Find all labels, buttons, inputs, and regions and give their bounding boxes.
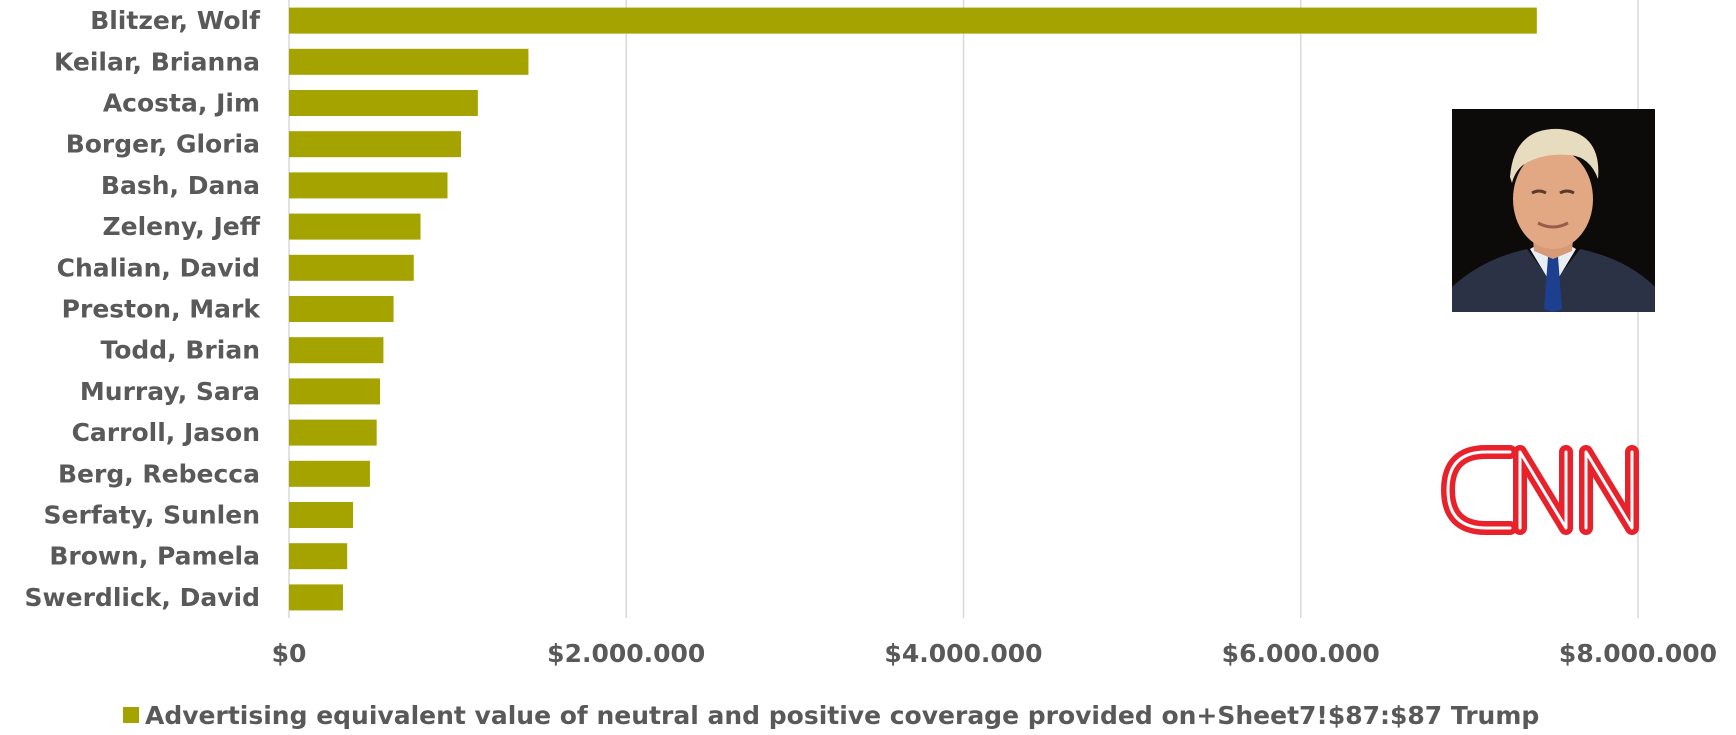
bar — [289, 90, 478, 116]
legend: Advertising equivalent value of neutral … — [123, 699, 1539, 731]
category-label: Berg, Rebecca — [58, 459, 260, 488]
bar — [289, 296, 394, 322]
x-tick-label: $0 — [272, 639, 307, 668]
category-label: Swerdlick, David — [25, 583, 260, 612]
bar — [289, 48, 529, 75]
x-tick-label: $4.000.000 — [884, 639, 1042, 668]
category-label: Brown, Pamela — [49, 542, 260, 571]
portrait-photo — [1452, 109, 1655, 312]
bar — [289, 7, 1537, 34]
x-tick-label: $8.000.000 — [1559, 639, 1717, 668]
category-label: Todd, Brian — [100, 336, 260, 365]
bar — [289, 378, 381, 405]
bar — [289, 172, 448, 199]
bar — [289, 131, 461, 158]
legend-label: Advertising equivalent value of neutral … — [145, 700, 1540, 730]
category-label: Chalian, David — [57, 253, 260, 282]
legend-swatch — [123, 707, 139, 723]
bar — [289, 543, 348, 570]
x-tick-label: $6.000.000 — [1222, 639, 1380, 668]
category-label: Acosta, Jim — [103, 89, 260, 118]
cnn-logo — [1436, 430, 1676, 550]
category-label: Murray, Sara — [80, 377, 260, 406]
category-label: Bash, Dana — [101, 171, 260, 200]
x-tick-label: $2.000.000 — [547, 639, 705, 668]
bar — [289, 584, 343, 611]
bar — [289, 419, 377, 446]
category-label: Carroll, Jason — [72, 418, 260, 447]
bar — [289, 254, 414, 281]
bar — [289, 337, 384, 364]
category-label: Serfaty, Sunlen — [44, 501, 260, 530]
category-label: Zeleny, Jeff — [103, 212, 261, 241]
category-label: Preston, Mark — [62, 295, 262, 324]
bar — [289, 502, 354, 528]
category-label: Borger, Gloria — [66, 130, 260, 159]
bar — [289, 460, 370, 487]
bar — [289, 213, 421, 240]
category-label: Keilar, Brianna — [54, 47, 260, 76]
bar-chart: Blitzer, Wolf Keilar, Brianna Acosta, Jim B… — [25, 0, 1717, 668]
category-label: Blitzer, Wolf — [90, 6, 261, 35]
